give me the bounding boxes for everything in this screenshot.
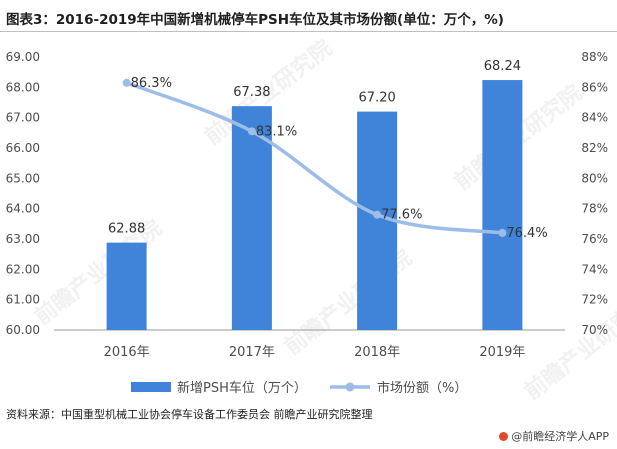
- market-share-line: [124, 81, 505, 235]
- x-axis-tick-label: 2018年: [354, 345, 400, 360]
- x-axis-tick-label: 2016年: [104, 345, 150, 360]
- right-axis-tick-label: 82%: [581, 141, 608, 155]
- credit-text: @前瞻经济学人APP: [511, 430, 609, 443]
- legend-line-label: 市场份额（%）: [377, 380, 467, 396]
- market-share-label: 83.1%: [256, 124, 297, 139]
- market-share-point: [498, 228, 507, 237]
- x-axis-tick-label: 2017年: [229, 345, 275, 360]
- market-share-label: 77.6%: [381, 208, 422, 223]
- market-share-point: [247, 127, 256, 136]
- legend-bar-swatch: [131, 382, 171, 392]
- bar-new-psh: [231, 106, 272, 330]
- bar-new-psh: [482, 80, 523, 330]
- legend-bar-label: 新增PSH车位（万个）: [177, 380, 307, 396]
- left-axis-tick-label: 66.00: [6, 141, 40, 155]
- market-share-point: [373, 210, 382, 219]
- left-axis-tick-label: 60.00: [6, 323, 40, 337]
- credit-logo-icon: [499, 432, 509, 441]
- right-axis-tick-label: 86%: [581, 80, 608, 94]
- chart-title: 图表3：2016-2019年中国新增机械停车PSH车位及其市场份额(单位：万个，…: [6, 12, 504, 28]
- right-axis-tick-label: 80%: [581, 171, 608, 185]
- right-axis-tick-label: 76%: [581, 232, 608, 246]
- right-axis-tick-label: 72%: [581, 293, 608, 307]
- left-axis-tick-label: 68.00: [6, 80, 40, 94]
- source-note: 资料来源：中国重型机械工业协会停车设备工作委员会 前瞻产业研究院整理: [6, 408, 373, 421]
- bar-value-label: 67.38: [233, 85, 270, 100]
- market-share-label: 76.4%: [506, 226, 547, 241]
- bar-new-psh: [106, 242, 147, 330]
- right-axis-tick-label: 70%: [581, 323, 608, 337]
- left-axis-tick-label: 65.00: [6, 171, 40, 185]
- left-axis-tick-label: 61.00: [6, 293, 40, 307]
- right-axis-tick-label: 78%: [581, 202, 608, 216]
- bar-value-label: 68.24: [484, 59, 521, 74]
- bar-value-label: 62.88: [108, 222, 145, 237]
- left-axis-tick-label: 63.00: [6, 232, 40, 246]
- title-divider: [0, 31, 617, 32]
- credit-line: @前瞻经济学人APP: [499, 428, 609, 444]
- bar-value-label: 67.20: [359, 91, 396, 106]
- right-axis-tick-label: 88%: [581, 50, 608, 64]
- left-axis-tick-label: 64.00: [6, 202, 40, 216]
- market-share-point: [122, 78, 131, 87]
- left-axis-tick-label: 62.00: [6, 262, 40, 276]
- legend-line-marker: [345, 382, 355, 392]
- x-axis-tick-label: 2019年: [479, 345, 525, 360]
- left-axis-tick-label: 67.00: [6, 111, 40, 125]
- left-axis-tick-label: 69.00: [6, 50, 40, 64]
- market-share-label: 86.3%: [131, 76, 172, 91]
- right-axis-tick-label: 74%: [581, 262, 608, 276]
- right-axis-tick-label: 84%: [581, 111, 608, 125]
